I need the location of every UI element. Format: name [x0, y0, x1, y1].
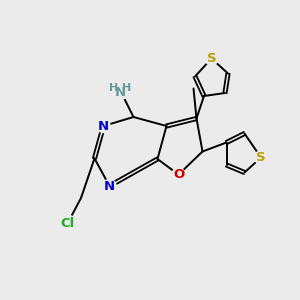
- Text: H: H: [109, 82, 118, 93]
- Circle shape: [97, 119, 110, 133]
- Text: S: S: [207, 52, 216, 65]
- Circle shape: [110, 80, 130, 100]
- Text: S: S: [256, 151, 266, 164]
- Text: N: N: [104, 179, 115, 193]
- Circle shape: [254, 151, 268, 164]
- Text: O: O: [173, 168, 184, 181]
- Circle shape: [103, 179, 116, 193]
- Text: H: H: [122, 82, 131, 93]
- Text: N: N: [114, 86, 126, 100]
- Text: N: N: [98, 119, 109, 133]
- Circle shape: [172, 168, 185, 181]
- Circle shape: [205, 52, 218, 65]
- Circle shape: [59, 215, 76, 232]
- Text: Cl: Cl: [60, 217, 75, 230]
